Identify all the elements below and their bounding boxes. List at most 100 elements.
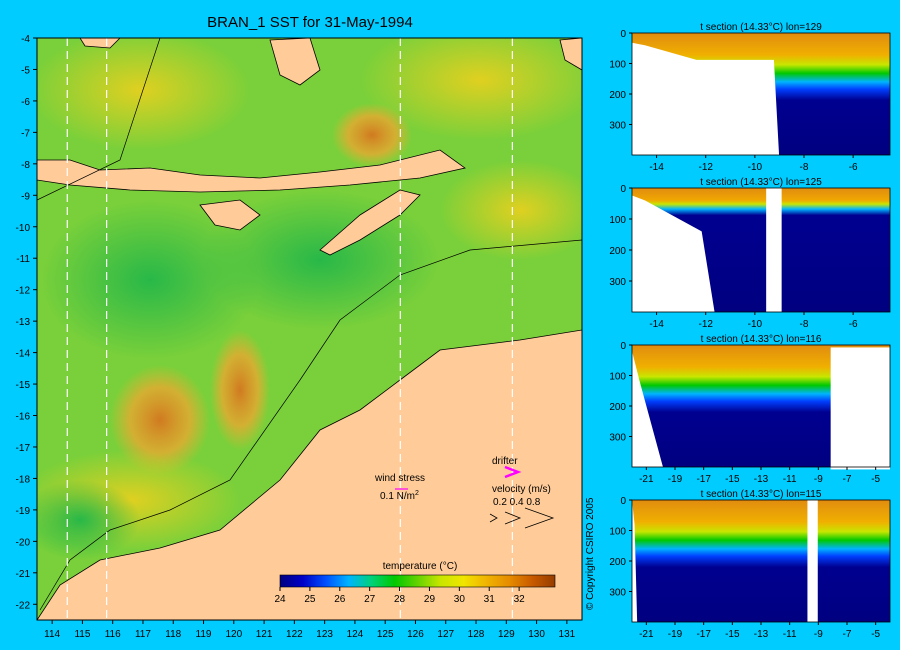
lon-tick-label: 130 — [528, 629, 545, 640]
lon-tick-label: 123 — [316, 629, 333, 640]
section-y-tick-label: 100 — [609, 60, 626, 71]
lon-tick-label: 126 — [407, 629, 424, 640]
section-y-tick-label: 200 — [609, 557, 626, 568]
island — [199, 199, 261, 231]
lon-tick-label: 129 — [498, 629, 515, 640]
section-gap — [830, 347, 890, 470]
section-y-tick-label: 200 — [609, 402, 626, 413]
lat-tick-label: -11 — [16, 254, 30, 265]
section-panel: t section (14.33°C) lon=115 0 100 200 300 -21… — [609, 489, 891, 640]
section-y-tick-label: 0 — [620, 496, 626, 507]
colorbar-tick-label: 27 — [364, 594, 376, 605]
section-land-mask — [632, 42, 780, 156]
section-x-tick-label: -17 — [696, 474, 711, 485]
section-x-tick-label: -9 — [814, 474, 823, 485]
section-title: t section (14.33°C) lon=129 — [700, 22, 822, 33]
depth-contour — [39, 239, 582, 611]
section-gap — [807, 500, 818, 622]
section-panel: t section (14.33°C) lon=129 0 100 200 300 -14… — [609, 22, 891, 173]
lat-tick-label: -18 — [16, 474, 31, 485]
section-y-tick-label: 200 — [609, 90, 626, 101]
australia-landmass — [37, 329, 582, 620]
lon-tick-label: 125 — [377, 629, 394, 640]
section-y-tick-label: 300 — [609, 121, 626, 132]
lon-tick-label: 120 — [225, 629, 242, 640]
lon-tick-label: 115 — [74, 629, 90, 640]
lon-tick-label: 131 — [559, 629, 576, 640]
velocity-arrows-icon — [489, 507, 555, 529]
colorbar-tick-label: 28 — [394, 594, 406, 605]
lat-tick-label: -19 — [16, 506, 31, 517]
colorbar-tick-label: 25 — [304, 594, 316, 605]
section-x-tick-label: -19 — [668, 474, 683, 485]
section-x-tick-label: -19 — [668, 629, 683, 640]
colorbar-tick-label: 32 — [514, 594, 526, 605]
section-y-tick-label: 100 — [609, 372, 626, 383]
lat-tick-label: -16 — [16, 412, 31, 423]
velocity-label: velocity (m/s) — [492, 484, 551, 495]
map-frame — [36, 37, 583, 621]
wind-scale: 0.1 N/m2 — [380, 490, 419, 502]
island — [79, 38, 121, 49]
island — [559, 38, 582, 71]
lat-tick-label: -13 — [16, 317, 31, 328]
section-x-tick-label: -10 — [748, 319, 763, 330]
section-x-tick-label: -10 — [748, 162, 763, 173]
lon-tick-label: 114 — [44, 629, 60, 640]
section-x-tick-label: -5 — [871, 474, 880, 485]
section-x-tick-label: -7 — [843, 629, 852, 640]
lat-tick-label: -7 — [21, 128, 30, 139]
section-y-tick-label: 300 — [609, 277, 626, 288]
section-x-tick-label: -5 — [871, 629, 880, 640]
lat-tick-label: -4 — [21, 34, 30, 45]
section-x-tick-label: -8 — [800, 319, 809, 330]
drifter-icon — [504, 465, 522, 479]
section-y-tick-label: 300 — [609, 588, 626, 599]
drifter-label: drifter — [492, 456, 518, 467]
warm-eddy — [332, 103, 412, 167]
colorbar-ticks: 24 25 26 27 28 29 30 31 32 — [274, 587, 525, 605]
map-axes: 114 115 116 117 118 119 120 121 122 123 124 125 126 1… — [16, 34, 576, 640]
velocity-scale: 0.2 0.4 0.8 — [493, 497, 541, 508]
section-gap — [766, 188, 782, 312]
section-x-tick-label: -21 — [639, 474, 654, 485]
section-panel: t section (14.33°C) lon=116 0 100 200 300 -21… — [609, 334, 891, 485]
colorbar-tick-label: 29 — [424, 594, 436, 605]
lon-tick-label: 119 — [196, 629, 212, 640]
section-x-tick-label: -21 — [639, 629, 654, 640]
section-land-mask — [632, 500, 638, 622]
section-panels: t section (14.33°C) lon=129 0 100 200 300 -14… — [609, 22, 891, 640]
copyright-text: © Copyright CSIRO 2005 — [585, 497, 596, 610]
lat-tick-label: -15 — [16, 380, 31, 391]
section-x-tick-label: -9 — [814, 629, 823, 640]
section-title: t section (14.33°C) lon=116 — [701, 334, 822, 345]
colorbar — [279, 574, 556, 588]
warm-eddy — [110, 365, 210, 475]
section-x-tick-label: -8 — [800, 162, 809, 173]
lat-tick-label: -9 — [21, 191, 30, 202]
colorbar-label: temperature (°C) — [383, 561, 458, 572]
lat-tick-label: -22 — [16, 600, 31, 611]
warm-eddy — [210, 330, 270, 450]
section-land-mask — [632, 195, 715, 312]
lesser-sunda-islands — [37, 149, 466, 193]
section-lines — [66, 38, 513, 620]
lat-tick-label: -14 — [16, 349, 31, 360]
lon-tick-label: 118 — [165, 629, 181, 640]
lon-tick-label: 121 — [256, 629, 273, 640]
timor-island — [319, 189, 421, 256]
section-x-tick-label: -11 — [783, 474, 797, 485]
section-x-tick-label: -14 — [649, 162, 664, 173]
lon-tick-label: 116 — [105, 629, 121, 640]
section-x-tick-label: -7 — [843, 474, 852, 485]
wind-label: wind stress — [374, 473, 425, 484]
section-y-tick-label: 0 — [620, 341, 626, 352]
lat-tick-label: -17 — [16, 443, 31, 454]
section-y-tick-label: 300 — [609, 433, 626, 444]
lat-tick-label: -20 — [16, 537, 31, 548]
section-title: t section (14.33°C) lon=115 — [701, 489, 822, 500]
lon-tick-label: 127 — [437, 629, 454, 640]
section-field — [632, 500, 890, 622]
map-panel — [37, 38, 582, 620]
